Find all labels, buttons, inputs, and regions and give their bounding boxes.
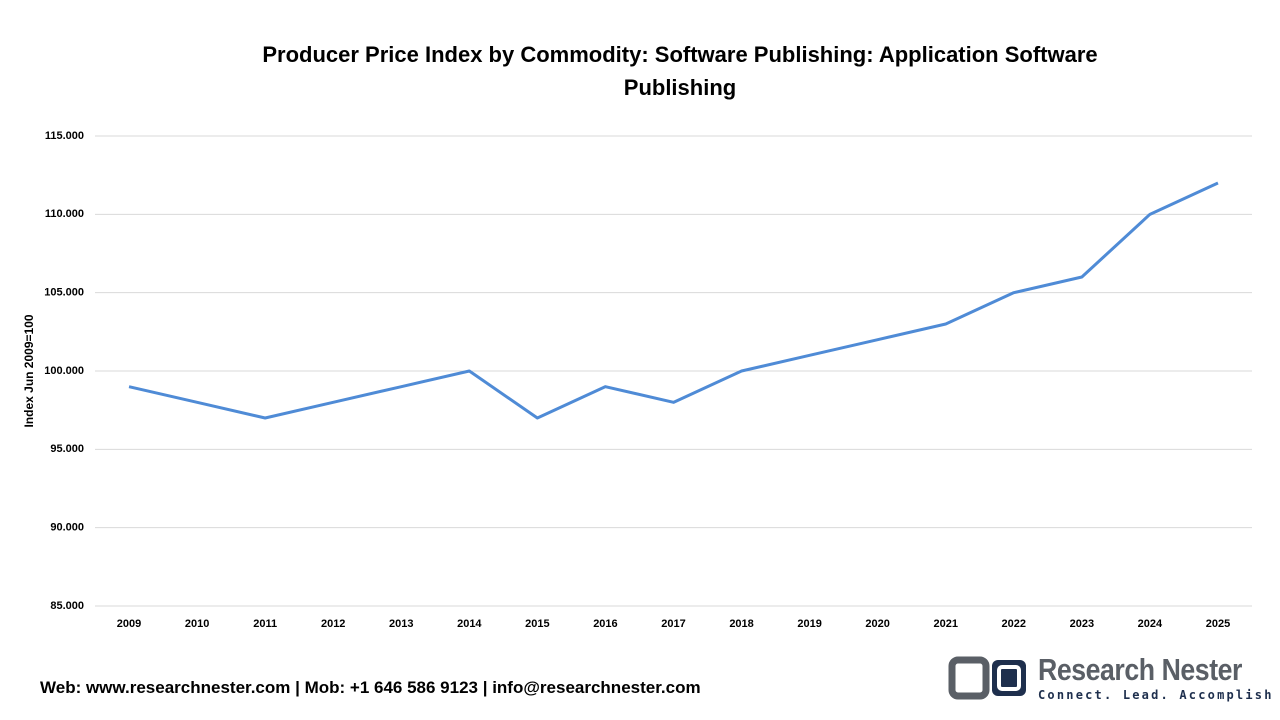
y-tick-label: 115.000 bbox=[45, 130, 84, 142]
x-tick-label: 2022 bbox=[1002, 618, 1026, 630]
y-tick-label: 95.000 bbox=[50, 443, 84, 455]
x-tick-label: 2017 bbox=[661, 618, 685, 630]
footer-contact: Web: www.researchnester.com | Mob: +1 64… bbox=[40, 678, 701, 697]
y-axis-label: Index Jun 2009=100 bbox=[22, 314, 36, 427]
y-tick-label: 85.000 bbox=[50, 600, 84, 612]
y-tick-label: 90.000 bbox=[50, 522, 84, 534]
x-tick-label: 2019 bbox=[797, 618, 821, 630]
x-tick-label: 2010 bbox=[185, 618, 209, 630]
logo-icon bbox=[948, 656, 1026, 700]
y-tick-label: 100.000 bbox=[44, 365, 84, 377]
x-tick-label: 2013 bbox=[389, 618, 413, 630]
x-tick-label: 2021 bbox=[933, 618, 957, 630]
x-tick-label: 2023 bbox=[1070, 618, 1094, 630]
x-tick-label: 2016 bbox=[593, 618, 617, 630]
x-tick-label: 2018 bbox=[729, 618, 753, 630]
y-tick-label: 105.000 bbox=[44, 287, 84, 299]
chart-title: Producer Price Index by Commodity: Softw… bbox=[262, 42, 1098, 100]
x-tick-label: 2020 bbox=[865, 618, 889, 630]
x-tick-label: 2009 bbox=[117, 618, 141, 630]
x-tick-label: 2025 bbox=[1206, 618, 1230, 630]
x-tick-label: 2015 bbox=[525, 618, 549, 630]
x-tick-label: 2024 bbox=[1138, 618, 1163, 630]
x-tick-label: 2014 bbox=[457, 618, 482, 630]
x-tick-label: 2012 bbox=[321, 618, 345, 630]
x-tick-label: 2011 bbox=[253, 618, 277, 630]
brand-name: Research Nester bbox=[1038, 652, 1242, 687]
data-line bbox=[128, 181, 1219, 420]
brand-tagline: Connect. Lead. Accomplish bbox=[1038, 688, 1274, 702]
y-tick-label: 110.000 bbox=[45, 208, 84, 220]
